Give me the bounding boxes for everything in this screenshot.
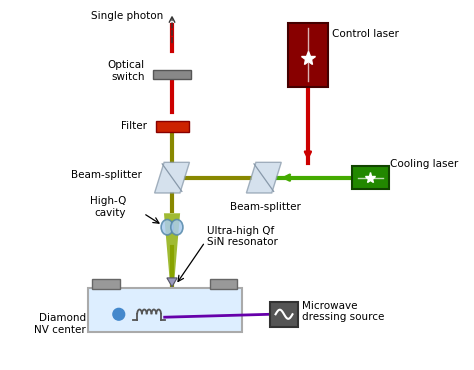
Text: Optical
switch: Optical switch bbox=[108, 60, 145, 82]
Text: Cooling laser: Cooling laser bbox=[390, 159, 458, 169]
Text: Ultra-high Qf
SiN resonator: Ultra-high Qf SiN resonator bbox=[207, 226, 278, 247]
Polygon shape bbox=[164, 213, 180, 286]
Polygon shape bbox=[167, 278, 177, 287]
FancyBboxPatch shape bbox=[288, 23, 328, 87]
Polygon shape bbox=[246, 162, 281, 193]
Text: Single photon: Single photon bbox=[91, 11, 163, 21]
FancyBboxPatch shape bbox=[153, 70, 191, 79]
Ellipse shape bbox=[171, 219, 183, 235]
FancyBboxPatch shape bbox=[88, 288, 242, 332]
FancyBboxPatch shape bbox=[352, 166, 389, 189]
Text: Control laser: Control laser bbox=[332, 30, 399, 40]
Text: Microwave
dressing source: Microwave dressing source bbox=[301, 300, 384, 322]
Text: Beam-splitter: Beam-splitter bbox=[71, 170, 142, 180]
Circle shape bbox=[113, 308, 125, 320]
FancyBboxPatch shape bbox=[155, 121, 189, 132]
FancyBboxPatch shape bbox=[210, 279, 237, 289]
Ellipse shape bbox=[161, 219, 173, 235]
FancyBboxPatch shape bbox=[270, 302, 298, 327]
Polygon shape bbox=[155, 162, 190, 193]
Text: High-Q
cavity: High-Q cavity bbox=[90, 196, 126, 218]
Text: Filter: Filter bbox=[121, 121, 147, 131]
Text: Beam-splitter: Beam-splitter bbox=[230, 202, 301, 212]
FancyBboxPatch shape bbox=[92, 279, 119, 289]
Text: Diamond
NV center: Diamond NV center bbox=[34, 313, 86, 334]
